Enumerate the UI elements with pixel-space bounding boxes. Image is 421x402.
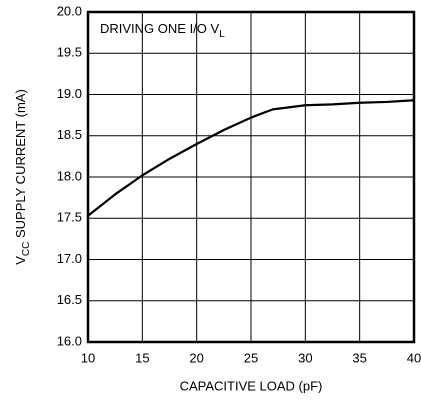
x-tick-label: 20 bbox=[189, 350, 203, 365]
y-tick-label: 19.5 bbox=[57, 45, 82, 60]
x-tick-label: 40 bbox=[407, 350, 421, 365]
y-tick-label: 20.0 bbox=[57, 3, 82, 18]
y-tick-label: 19.0 bbox=[57, 86, 82, 101]
y-tick-label: 16.0 bbox=[57, 333, 82, 348]
x-tick-label: 35 bbox=[352, 350, 366, 365]
y-tick-label: 17.0 bbox=[57, 251, 82, 266]
annotation-text: DRIVING ONE I/O V bbox=[100, 21, 220, 36]
y-tick-label: 17.5 bbox=[57, 210, 82, 225]
x-axis-label: CAPACITIVE LOAD (pF) bbox=[180, 378, 323, 393]
y-label-v: V bbox=[13, 256, 28, 265]
plot-frame bbox=[86, 10, 416, 344]
y-label-subscript: CC bbox=[21, 242, 32, 256]
y-tick-label: 18.0 bbox=[57, 168, 82, 183]
y-label-text: SUPPLY CURRENT (mA) bbox=[13, 89, 28, 241]
annotation-subscript: L bbox=[219, 29, 225, 40]
x-tick-label: 15 bbox=[135, 350, 149, 365]
annotation: DRIVING ONE I/O VL bbox=[100, 21, 225, 39]
x-tick-label: 25 bbox=[244, 350, 258, 365]
y-tick-label: 18.5 bbox=[57, 127, 82, 142]
line-series bbox=[87, 99, 415, 217]
x-tick-label: 30 bbox=[298, 350, 312, 365]
y-axis-label: VCC SUPPLY CURRENT (mA) bbox=[13, 89, 31, 265]
y-tick-label: 16.5 bbox=[57, 292, 82, 307]
x-tick-label: 10 bbox=[81, 350, 95, 365]
